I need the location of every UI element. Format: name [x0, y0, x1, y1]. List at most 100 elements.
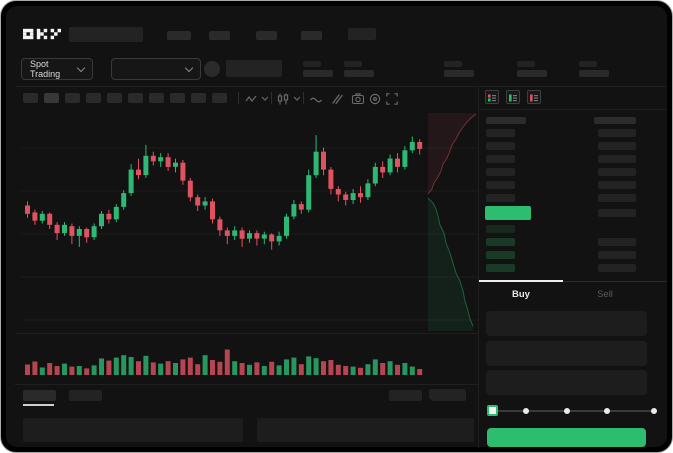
- chevron-down-icon: [184, 63, 194, 72]
- skeleton-bid-amount: [598, 238, 636, 246]
- candle-style-chevron-icon[interactable]: [292, 95, 306, 109]
- skeleton-nav-item-3[interactable]: [256, 31, 277, 40]
- skeleton-ask-price[interactable]: [486, 129, 515, 137]
- market-type-dropdown[interactable]: Spot Trading: [21, 58, 93, 80]
- skeleton-timeframe-8[interactable]: [170, 93, 185, 103]
- skeleton-pair-name[interactable]: [226, 60, 282, 77]
- skeleton-timeframe-2[interactable]: [44, 93, 59, 103]
- bottom-tab-active-indicator: [23, 404, 54, 406]
- fullscreen-icon[interactable]: [385, 92, 399, 106]
- skeleton-ask-price[interactable]: [486, 194, 515, 202]
- skeleton-stat-value-4: [517, 70, 547, 77]
- buy-tab-active-indicator: [479, 280, 563, 282]
- skeleton-timeframe-7[interactable]: [149, 93, 164, 103]
- indicators-chevron-icon[interactable]: [260, 95, 274, 109]
- skeleton-orders-table-left: [23, 418, 243, 442]
- skeleton-timeframe-4[interactable]: [86, 93, 101, 103]
- skeleton-timeframe-10[interactable]: [212, 93, 227, 103]
- bottom-section-divider: [15, 384, 478, 385]
- orderbook-view-bids-icon[interactable]: [506, 90, 520, 104]
- skeleton-orders-table-right: [257, 418, 474, 442]
- slider-stop-25[interactable]: [523, 408, 529, 414]
- toolbar-divider: [271, 92, 272, 104]
- skeleton-bid-price[interactable]: [486, 225, 515, 233]
- slider-stop-100[interactable]: [651, 408, 657, 414]
- skeleton-orderbook-amount-header: [594, 117, 636, 124]
- line-overlay-icon[interactable]: [309, 93, 323, 107]
- skeleton-stat-label-3: [444, 61, 462, 67]
- skeleton-bottom-tab-1[interactable]: [23, 390, 56, 401]
- skeleton-timeframe-3[interactable]: [65, 93, 80, 103]
- amount-slider-track[interactable]: [493, 410, 654, 412]
- skeleton-bottom-action-2[interactable]: [431, 390, 466, 401]
- orderbook-view-both-icon[interactable]: [485, 90, 499, 104]
- skeleton-stat-value-3: [444, 70, 474, 77]
- skeleton-stat-label-5: [579, 61, 597, 67]
- skeleton-bid-amount: [598, 264, 636, 272]
- screenshot-camera-icon[interactable]: [351, 92, 365, 106]
- skeleton-search-bar[interactable]: [69, 27, 143, 42]
- skeleton-nav-item-1[interactable]: [167, 31, 191, 40]
- skeleton-stat-label-2: [344, 61, 362, 67]
- chevron-down-icon: [76, 63, 86, 72]
- skeleton-ask-amount: [598, 168, 636, 176]
- skeleton-stat-label-1: [303, 61, 321, 67]
- amount-slider-handle[interactable]: [487, 405, 498, 416]
- skeleton-stat-value-1: [303, 70, 333, 77]
- orderbook-view-asks-icon[interactable]: [527, 90, 541, 104]
- total-input[interactable]: [486, 370, 647, 395]
- okx-logo[interactable]: OKX: [23, 27, 61, 41]
- skeleton-bid-amount: [598, 251, 636, 259]
- right-panel-divider: [478, 87, 479, 448]
- skeleton-timeframe-5[interactable]: [107, 93, 122, 103]
- skeleton-bid-price[interactable]: [486, 264, 515, 272]
- pair-filter-dropdown[interactable]: [111, 58, 201, 80]
- skeleton-ask-amount: [598, 129, 636, 137]
- candle-style-icon[interactable]: [276, 92, 290, 106]
- skeleton-bottom-action-1[interactable]: [389, 390, 422, 401]
- buy-submit-button[interactable]: [487, 428, 646, 447]
- toolbar-divider: [238, 92, 239, 104]
- sell-tab[interactable]: Sell: [597, 289, 613, 300]
- skeleton-orderbook-price-header: [486, 117, 526, 124]
- skeleton-timeframe-6[interactable]: [128, 93, 143, 103]
- skeleton-timeframe-9[interactable]: [191, 93, 206, 103]
- skeleton-nav-item-2[interactable]: [209, 31, 230, 40]
- price-input[interactable]: [486, 311, 647, 336]
- coin-avatar: [204, 61, 220, 77]
- skeleton-ask-amount: [598, 181, 636, 189]
- settings-icon[interactable]: [368, 92, 382, 106]
- skeleton-bid-price[interactable]: [486, 238, 515, 246]
- okx-logo-icon: [23, 28, 61, 40]
- amount-input[interactable]: [486, 341, 647, 366]
- drawing-tools-icon[interactable]: [330, 92, 344, 106]
- trade-tabs-divider: [479, 281, 667, 282]
- skeleton-bid-price[interactable]: [486, 251, 515, 259]
- skeleton-ask-price[interactable]: [486, 142, 515, 150]
- skeleton-ask-price[interactable]: [486, 155, 515, 163]
- skeleton-stat-value-2: [344, 70, 374, 77]
- market-type-label: Spot Trading: [30, 59, 61, 79]
- skeleton-ask-amount: [598, 142, 636, 150]
- skeleton-nav-item-5[interactable]: [348, 28, 376, 40]
- skeleton-bottom-tab-2[interactable]: [69, 390, 102, 401]
- buy-tab[interactable]: Buy: [512, 289, 530, 300]
- header-divider: [15, 86, 667, 87]
- orderbook-header-divider: [479, 109, 667, 110]
- toolbar-divider: [303, 92, 304, 104]
- slider-stop-75[interactable]: [604, 408, 610, 414]
- indicators-icon[interactable]: [244, 92, 258, 106]
- skeleton-stat-label-4: [517, 61, 535, 67]
- skeleton-nav-item-4[interactable]: [301, 31, 322, 40]
- slider-stop-50[interactable]: [564, 408, 570, 414]
- candlestick-chart[interactable]: [15, 109, 479, 381]
- skeleton-ask-amount: [598, 155, 636, 163]
- last-price-bar[interactable]: [485, 206, 531, 220]
- skeleton-timeframe-1[interactable]: [23, 93, 38, 103]
- skeleton-ask-price[interactable]: [486, 181, 515, 189]
- skeleton-ask-amount: [598, 194, 636, 202]
- skeleton-stat-value-5: [579, 70, 609, 77]
- skeleton-ask-price[interactable]: [486, 168, 515, 176]
